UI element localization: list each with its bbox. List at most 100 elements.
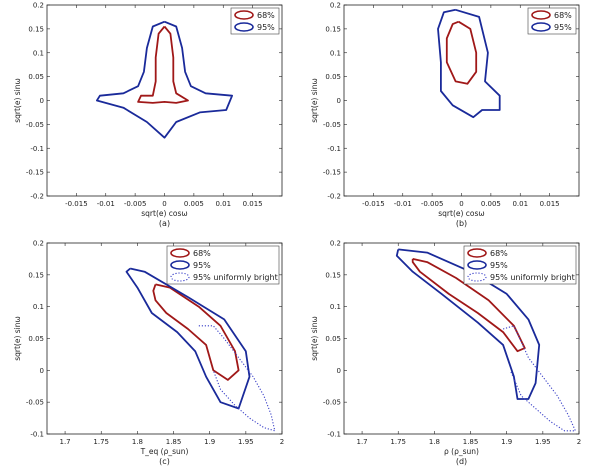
y-tick-label: -0.1 xyxy=(327,431,341,439)
x-tick-label: 1.75 xyxy=(93,438,109,446)
y-tick-label: -0.15 xyxy=(323,169,341,177)
legend: 68% 95% 95% uniformly bright xyxy=(166,245,280,285)
x-tick-label: 2 xyxy=(280,438,284,446)
x-axis-label: sqrt(e) cosω xyxy=(438,209,484,218)
y-tick-label: 0.2 xyxy=(33,240,44,248)
x-axis-label: ρ (ρ_sun) xyxy=(444,447,479,456)
subplot-3: 1.7 1.75 1.8 1.85 1.9 1.95 2 0.2 0.15 0.1 0.05 0 -0.… xyxy=(310,240,581,467)
y-tick-label: -0.05 xyxy=(26,399,44,407)
x-tick-label: 1.85 xyxy=(463,438,479,446)
legend-swatch xyxy=(170,260,190,270)
x-tick-label: 0 xyxy=(459,200,463,208)
legend: 68%95% xyxy=(230,7,280,35)
x-tick-label: -0.01 xyxy=(97,200,115,208)
y-tick-label: 0.15 xyxy=(28,271,44,279)
subplot-caption: (b) xyxy=(456,219,467,228)
legend-label: 95% uniformly bright xyxy=(193,273,278,282)
legend-label: 95% xyxy=(554,23,572,32)
x-tick-label: 0.01 xyxy=(512,200,528,208)
y-axis-label: sqrt(e) sinω xyxy=(13,316,22,361)
legend: 68% 95% 95% uniformly bright xyxy=(463,245,577,285)
legend-swatch xyxy=(234,22,254,32)
x-tick-label: 1.8 xyxy=(429,438,440,446)
legend-label: 95% xyxy=(490,261,508,270)
x-tick-label: 1.95 xyxy=(238,438,254,446)
x-axis-label: T_eq (ρ_sun) xyxy=(140,447,189,456)
legend-box xyxy=(166,245,280,285)
legend-swatch xyxy=(467,272,487,282)
y-tick-label: -0.1 xyxy=(30,431,44,439)
series-line-0 xyxy=(411,258,526,353)
legend-box xyxy=(463,245,577,285)
legend-label: 95% xyxy=(257,23,275,32)
x-tick-label: 0.01 xyxy=(215,200,231,208)
legend-label: 68% xyxy=(490,249,508,258)
subplot-2: 1.7 1.75 1.8 1.85 1.9 1.95 2 0.2 0.15 0.1 0.05 0 -0.… xyxy=(13,240,284,467)
x-tick-label: 1.8 xyxy=(132,438,143,446)
x-tick-label: 1.95 xyxy=(535,438,551,446)
legend-swatch xyxy=(234,10,254,20)
y-tick-label: 0.1 xyxy=(33,49,44,57)
y-axis-label: sqrt(e) sinω xyxy=(310,316,319,361)
y-tick-label: 0.1 xyxy=(33,303,44,311)
series-line-0 xyxy=(445,20,478,85)
series-line-2 xyxy=(502,325,576,432)
legend: 68%95% xyxy=(527,7,577,35)
x-tick-label: -0.005 xyxy=(421,200,444,208)
y-tick-label: 0.2 xyxy=(330,240,341,248)
y-tick-label: 0.1 xyxy=(330,49,341,57)
x-tick-label: 1.9 xyxy=(204,438,215,446)
legend-label: 95% uniformly bright xyxy=(490,273,575,282)
series-line-0 xyxy=(137,25,189,104)
y-tick-label: -0.2 xyxy=(30,193,44,201)
x-tick-label: 1.85 xyxy=(166,438,182,446)
subplot-caption: (c) xyxy=(159,457,170,466)
x-tick-label: -0.005 xyxy=(124,200,147,208)
plot-frame xyxy=(46,4,283,197)
y-tick-label: -0.1 xyxy=(327,145,341,153)
series-line-1 xyxy=(437,8,501,119)
y-tick-label: -0.15 xyxy=(26,169,44,177)
y-tick-label: 0.15 xyxy=(325,25,341,33)
series-line-1 xyxy=(125,267,251,410)
x-tick-label: 1.7 xyxy=(60,438,71,446)
y-tick-label: -0.05 xyxy=(323,121,341,129)
x-axis-label: sqrt(e) cosω xyxy=(141,209,187,218)
legend-swatch xyxy=(170,248,190,258)
subplot-caption: (a) xyxy=(159,219,170,228)
x-tick-label: 0.005 xyxy=(481,200,501,208)
x-tick-label: 1.9 xyxy=(501,438,512,446)
legend-swatch xyxy=(531,10,551,20)
y-tick-label: 0.2 xyxy=(33,2,44,10)
y-tick-label: 0.05 xyxy=(28,335,44,343)
y-tick-label: -0.2 xyxy=(327,193,341,201)
legend-swatch xyxy=(467,248,487,258)
y-tick-label: 0.1 xyxy=(330,303,341,311)
y-axis-label: sqrt(e) sinω xyxy=(13,78,22,123)
x-tick-label: 1.7 xyxy=(357,438,368,446)
legend-swatch xyxy=(531,22,551,32)
y-tick-label: -0.1 xyxy=(30,145,44,153)
x-tick-label: -0.015 xyxy=(65,200,88,208)
x-tick-label: 2 xyxy=(577,438,581,446)
y-tick-label: 0.2 xyxy=(330,2,341,10)
legend-label: 95% xyxy=(193,261,211,270)
y-tick-label: 0.15 xyxy=(325,271,341,279)
y-tick-label: 0.05 xyxy=(325,335,341,343)
x-tick-label: -0.015 xyxy=(362,200,385,208)
legend-swatch xyxy=(170,272,190,282)
y-tick-label: 0 xyxy=(337,367,341,375)
plot-frame xyxy=(343,4,580,197)
y-tick-label: 0.05 xyxy=(28,73,44,81)
y-tick-label: 0 xyxy=(337,97,341,105)
x-tick-label: 0 xyxy=(162,200,166,208)
legend-label: 68% xyxy=(257,11,275,20)
x-tick-label: 0.015 xyxy=(243,200,263,208)
series-line-0 xyxy=(152,283,240,381)
y-tick-label: 0.15 xyxy=(28,25,44,33)
legend-label: 68% xyxy=(193,249,211,258)
legend-swatch xyxy=(467,260,487,270)
x-tick-label: 1.75 xyxy=(390,438,406,446)
y-tick-label: 0 xyxy=(40,367,44,375)
